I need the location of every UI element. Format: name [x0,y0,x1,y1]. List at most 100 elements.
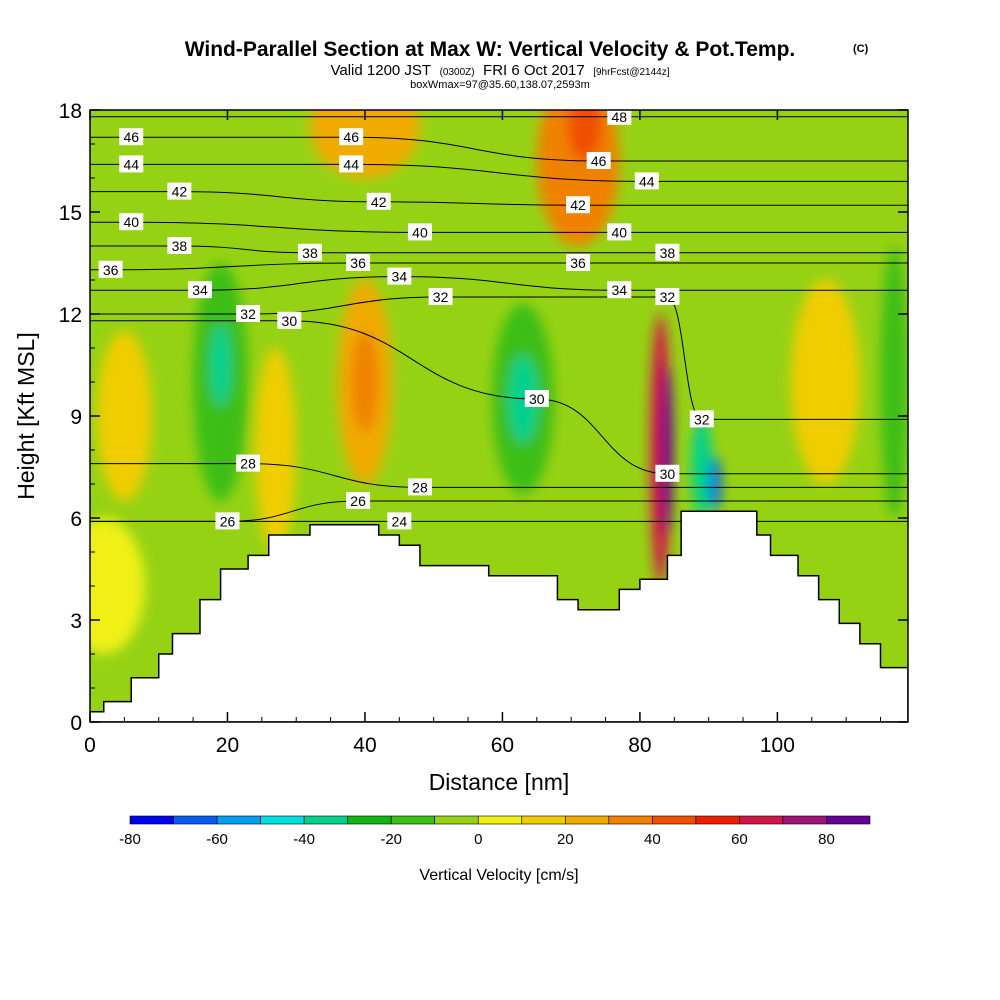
colorbar-tick-label: -80 [119,831,141,848]
velocity-cell [90,518,145,654]
contour-label-box [236,305,261,322]
contour-label: 32 [433,289,449,305]
velocity-cell [661,365,673,535]
contour-label-box [346,492,371,509]
y-tick-label: 0 [70,712,82,735]
contour-label: 36 [350,255,366,271]
colorbar-swatch [564,815,610,825]
contour-label-box [524,390,549,407]
contour-labels: 46 46 48 44 44 46 42 42 44 40 40 42 38 38 40 36 36 36 38 34… [98,110,714,530]
contour-label: 34 [192,282,208,298]
velocity-cell [209,324,232,406]
x-tick-label: 80 [628,734,651,757]
x-axis-label: Distance [nm] [429,769,570,795]
contour-label-box [607,223,632,241]
velocity-cell [880,246,908,518]
contour-label-box [366,192,391,210]
colorbar-swatch [695,815,740,825]
x-tick-label: 20 [216,734,239,757]
contour-label-box [655,464,680,482]
contour-label: 26 [350,493,366,509]
velocity-cell [254,348,297,552]
colorbar-tick-label: 60 [731,831,748,848]
y-tick-label: 18 [59,100,82,123]
colorbar-swatch [652,815,697,825]
x-tick-label: 100 [760,734,795,757]
velocity-cell [691,416,713,518]
plot-area: 46 46 48 44 44 46 42 42 44 40 40 42 38 38 40 36 36 36 38 34… [90,110,908,722]
contour-label-box [167,182,192,200]
colorbar-tick-label: 80 [818,831,835,848]
contour-label: 26 [220,513,236,529]
contour-label-box [607,281,632,299]
contour-label-box [339,155,364,173]
colorbar-title: Vertical Velocity [cm/s] [419,867,578,884]
colorbar-swatch [826,815,871,825]
contour-label-box [119,213,144,231]
y-tick-label: 3 [70,610,82,633]
contour-label-box [187,281,212,299]
contour-label: 30 [660,466,676,482]
contour-label: 46 [591,153,607,169]
colorbar-swatch [477,815,523,825]
contour-label-box [236,454,261,472]
colorbar-ticks: -80 -60 -40 -20 0 20 40 60 80 [119,831,835,848]
contour-label: 32 [240,306,256,322]
x-axis-ticks: 0 20 40 60 80 100 [84,110,882,757]
chart-subtitle-2: boxWmax=97@35.60,138.07,2593m [410,79,590,91]
colorbar [129,815,871,825]
contour-label: 30 [529,391,545,407]
contour-label-box [428,288,453,305]
contour-label: 28 [412,479,428,495]
contour-label-box [119,128,144,146]
contour-label-box [634,172,659,190]
colorbar-tick-label: 0 [474,831,482,848]
contour-label-box [607,110,632,125]
contour-label: 32 [694,411,710,427]
colorbar-swatch [260,815,305,825]
contour-label: 42 [570,197,586,213]
chart-subtitle: Valid 1200 JST (0300Z) FRI 6 Oct 2017 [9… [330,62,669,79]
velocity-cell [710,456,722,512]
velocity-cell [567,110,603,161]
contour-label-box [215,512,240,530]
contour-label: 24 [392,513,408,529]
contour-label-box [655,243,680,261]
contour-label-box [407,478,432,496]
contour-label: 38 [172,238,188,254]
contour-label: 44 [343,156,359,172]
colorbar-swatch [347,815,392,825]
contour-label-box [655,288,680,305]
contour-label: 42 [172,184,188,200]
contour-label-box [586,152,611,169]
x-tick-label: 0 [84,734,96,757]
contour-label: 46 [343,129,359,145]
contour-label: 32 [660,289,676,305]
y-tick-label: 12 [59,304,82,327]
contour-label-box [566,254,591,271]
velocity-cell [791,280,860,484]
contour-label-box [277,311,302,329]
contour-label: 34 [612,282,628,298]
colorbar-swatch [782,815,827,825]
contour-label: 42 [371,194,387,210]
x-tick-label: 60 [491,734,514,757]
contour-label-box [339,128,364,146]
velocity-cell [351,331,379,433]
contour-label: 44 [123,156,139,172]
contour-label-box [387,267,412,285]
colorbar-swatch [608,815,653,825]
vertical-velocity-field [90,110,908,654]
colorbar-tick-label: -60 [206,831,228,848]
contour-label: 40 [412,224,428,240]
contour-label: 36 [570,255,586,271]
terrain-mask [90,510,908,722]
contour-label: 40 [612,224,628,240]
contour-label-box [346,254,371,271]
colorbar-swatch [303,815,348,825]
contour-label: 40 [123,214,139,230]
colorbar-tick-label: 40 [644,831,661,848]
colorbar-swatch [129,815,174,825]
